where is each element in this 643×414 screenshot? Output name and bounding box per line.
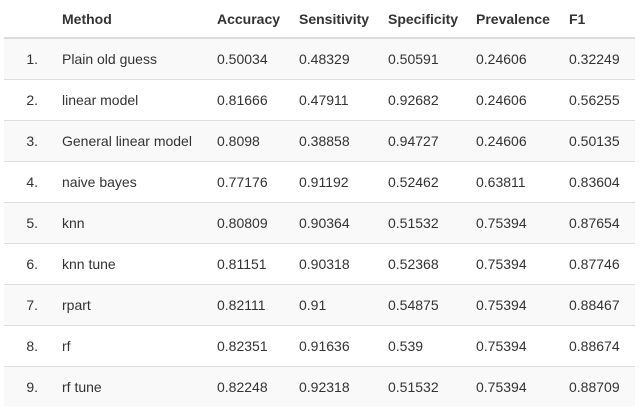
row-index: 1. bbox=[4, 37, 58, 80]
header-index bbox=[4, 0, 58, 39]
cell-specificity: 0.92682 bbox=[384, 79, 472, 121]
cell-method: knn tune bbox=[58, 243, 213, 285]
row-index: 3. bbox=[4, 120, 58, 162]
cell-prevalence: 0.63811 bbox=[472, 161, 565, 203]
header-sensitivity: Sensitivity bbox=[295, 0, 384, 39]
row-index: 6. bbox=[4, 243, 58, 285]
cell-sensitivity: 0.91636 bbox=[295, 325, 384, 367]
cell-method: linear model bbox=[58, 79, 213, 121]
cell-f1: 0.32249 bbox=[565, 37, 635, 80]
cell-sensitivity: 0.90318 bbox=[295, 243, 384, 285]
cell-accuracy: 0.82248 bbox=[213, 366, 295, 407]
cell-accuracy: 0.80809 bbox=[213, 202, 295, 244]
cell-method: knn bbox=[58, 202, 213, 244]
cell-specificity: 0.54875 bbox=[384, 284, 472, 326]
table-row: 4. naive bayes 0.77176 0.91192 0.52462 0… bbox=[4, 161, 635, 203]
header-prevalence: Prevalence bbox=[472, 0, 565, 39]
cell-specificity: 0.94727 bbox=[384, 120, 472, 162]
table-row: 8. rf 0.82351 0.91636 0.539 0.75394 0.88… bbox=[4, 325, 635, 367]
cell-prevalence: 0.75394 bbox=[472, 366, 565, 407]
cell-accuracy: 0.81151 bbox=[213, 243, 295, 285]
cell-specificity: 0.50591 bbox=[384, 37, 472, 80]
cell-f1: 0.83604 bbox=[565, 161, 635, 203]
cell-accuracy: 0.82351 bbox=[213, 325, 295, 367]
cell-sensitivity: 0.92318 bbox=[295, 366, 384, 407]
cell-f1: 0.88467 bbox=[565, 284, 635, 326]
table-row: 6. knn tune 0.81151 0.90318 0.52368 0.75… bbox=[4, 243, 635, 285]
header-method: Method bbox=[58, 0, 213, 39]
cell-method: Plain old guess bbox=[58, 37, 213, 80]
results-table: Method Accuracy Sensitivity Specificity … bbox=[4, 0, 635, 407]
cell-f1: 0.56255 bbox=[565, 79, 635, 121]
cell-f1: 0.87746 bbox=[565, 243, 635, 285]
table-row: 7. rpart 0.82111 0.91 0.54875 0.75394 0.… bbox=[4, 284, 635, 326]
row-index: 4. bbox=[4, 161, 58, 203]
cell-prevalence: 0.24606 bbox=[472, 120, 565, 162]
cell-method: rpart bbox=[58, 284, 213, 326]
cell-method: General linear model bbox=[58, 120, 213, 162]
table-row: 3. General linear model 0.8098 0.38858 0… bbox=[4, 120, 635, 162]
table-row: 1. Plain old guess 0.50034 0.48329 0.505… bbox=[4, 37, 635, 80]
row-index: 2. bbox=[4, 79, 58, 121]
table-body: 1. Plain old guess 0.50034 0.48329 0.505… bbox=[4, 37, 635, 407]
cell-method: rf bbox=[58, 325, 213, 367]
cell-sensitivity: 0.91 bbox=[295, 284, 384, 326]
cell-specificity: 0.51532 bbox=[384, 202, 472, 244]
cell-specificity: 0.52368 bbox=[384, 243, 472, 285]
cell-specificity: 0.52462 bbox=[384, 161, 472, 203]
cell-sensitivity: 0.90364 bbox=[295, 202, 384, 244]
cell-prevalence: 0.75394 bbox=[472, 202, 565, 244]
cell-method: rf tune bbox=[58, 366, 213, 407]
row-index: 7. bbox=[4, 284, 58, 326]
header-f1: F1 bbox=[565, 0, 635, 39]
cell-prevalence: 0.75394 bbox=[472, 284, 565, 326]
cell-sensitivity: 0.47911 bbox=[295, 79, 384, 121]
cell-accuracy: 0.8098 bbox=[213, 120, 295, 162]
row-index: 9. bbox=[4, 366, 58, 407]
cell-prevalence: 0.75394 bbox=[472, 325, 565, 367]
cell-f1: 0.50135 bbox=[565, 120, 635, 162]
header-row: Method Accuracy Sensitivity Specificity … bbox=[4, 0, 635, 39]
cell-prevalence: 0.24606 bbox=[472, 79, 565, 121]
cell-specificity: 0.539 bbox=[384, 325, 472, 367]
cell-f1: 0.88709 bbox=[565, 366, 635, 407]
cell-prevalence: 0.24606 bbox=[472, 37, 565, 80]
cell-accuracy: 0.77176 bbox=[213, 161, 295, 203]
cell-sensitivity: 0.48329 bbox=[295, 37, 384, 80]
row-index: 8. bbox=[4, 325, 58, 367]
cell-accuracy: 0.82111 bbox=[213, 284, 295, 326]
table-row: 2. linear model 0.81666 0.47911 0.92682 … bbox=[4, 79, 635, 121]
header-accuracy: Accuracy bbox=[213, 0, 295, 39]
table-header: Method Accuracy Sensitivity Specificity … bbox=[4, 0, 635, 39]
cell-specificity: 0.51532 bbox=[384, 366, 472, 407]
cell-f1: 0.87654 bbox=[565, 202, 635, 244]
cell-prevalence: 0.75394 bbox=[472, 243, 565, 285]
cell-sensitivity: 0.38858 bbox=[295, 120, 384, 162]
cell-accuracy: 0.50034 bbox=[213, 37, 295, 80]
cell-sensitivity: 0.91192 bbox=[295, 161, 384, 203]
row-index: 5. bbox=[4, 202, 58, 244]
cell-accuracy: 0.81666 bbox=[213, 79, 295, 121]
table-row: 9. rf tune 0.82248 0.92318 0.51532 0.753… bbox=[4, 366, 635, 407]
cell-method: naive bayes bbox=[58, 161, 213, 203]
table-row: 5. knn 0.80809 0.90364 0.51532 0.75394 0… bbox=[4, 202, 635, 244]
cell-f1: 0.88674 bbox=[565, 325, 635, 367]
header-specificity: Specificity bbox=[384, 0, 472, 39]
